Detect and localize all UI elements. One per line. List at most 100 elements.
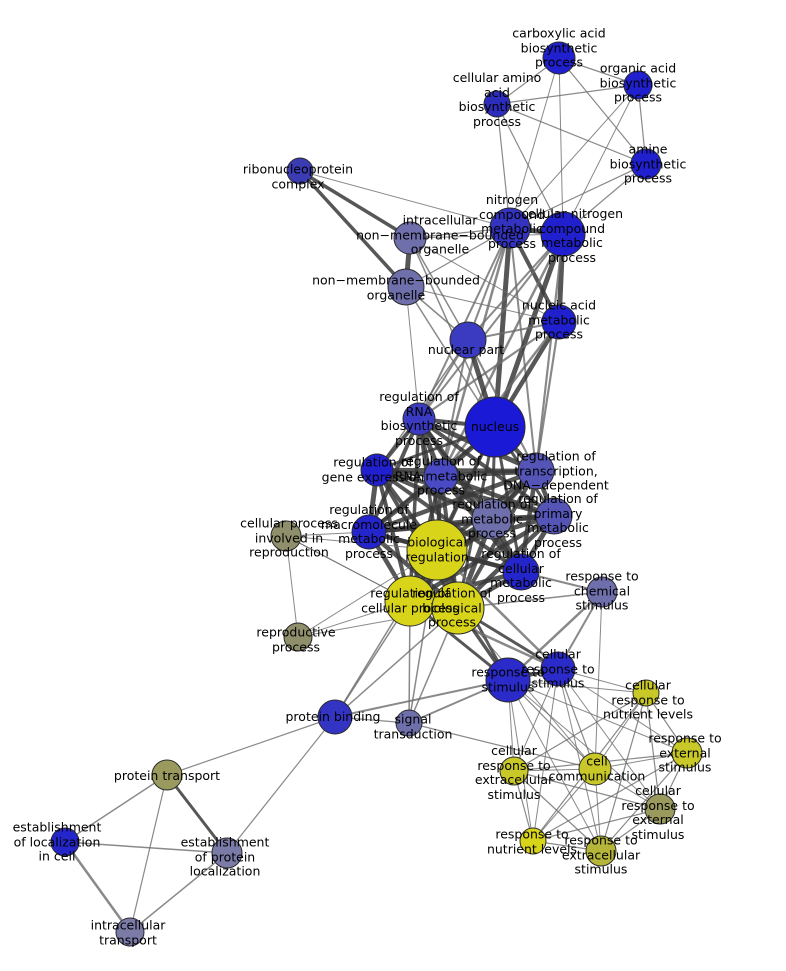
graph-node[interactable] (50, 827, 80, 857)
edge (334, 679, 509, 718)
edge (334, 607, 459, 718)
graph-node[interactable] (351, 514, 387, 550)
edge (418, 321, 560, 420)
edge (513, 668, 559, 772)
edge (376, 468, 555, 518)
graph-node[interactable] (535, 497, 573, 535)
graph-node[interactable] (402, 402, 436, 436)
graph-node[interactable] (485, 657, 531, 703)
edge (405, 286, 560, 323)
graph-node[interactable] (540, 211, 586, 257)
edge (557, 668, 661, 810)
edge (558, 57, 647, 165)
graph-node[interactable] (671, 737, 703, 769)
edge (405, 286, 420, 420)
edge (509, 57, 560, 229)
graph-node[interactable] (286, 157, 314, 185)
graph-node[interactable] (483, 90, 511, 118)
graph-node[interactable] (542, 41, 576, 75)
edge (532, 668, 559, 842)
edge (507, 679, 688, 754)
edge (562, 84, 639, 235)
edge (409, 233, 564, 239)
graph-node[interactable] (115, 917, 145, 947)
edge (129, 774, 168, 933)
graph-node[interactable] (283, 622, 313, 652)
graph-node[interactable] (387, 268, 425, 306)
edge (645, 692, 661, 810)
graph-node[interactable] (471, 498, 513, 540)
edge (532, 752, 688, 842)
graph-node[interactable] (519, 827, 547, 855)
edge (557, 668, 602, 852)
graph-node[interactable] (517, 452, 555, 490)
edge (532, 808, 661, 842)
graph-node[interactable] (431, 581, 485, 635)
edge (509, 163, 647, 229)
graph-node[interactable] (406, 519, 468, 581)
graph-node[interactable] (540, 651, 576, 687)
edge (513, 770, 602, 852)
graph-node[interactable] (623, 70, 653, 100)
edge (409, 237, 469, 341)
edge (298, 169, 408, 289)
graph-node[interactable] (393, 221, 427, 255)
edge (513, 692, 647, 772)
graph-node[interactable] (632, 679, 660, 707)
graph-node[interactable] (644, 793, 676, 825)
edge (600, 692, 647, 852)
edge-group (63, 57, 688, 933)
graph-node[interactable] (423, 458, 459, 494)
graph-node[interactable] (585, 835, 617, 867)
edge (467, 233, 564, 341)
edge (409, 237, 560, 323)
edge (496, 103, 564, 235)
edge (299, 170, 511, 229)
edge (600, 752, 688, 852)
edge (408, 722, 596, 770)
graph-node[interactable] (151, 759, 183, 791)
graph-node[interactable] (630, 148, 662, 180)
edge (507, 679, 661, 810)
graph-node[interactable] (586, 576, 618, 608)
edge (64, 841, 228, 854)
node-group (50, 41, 703, 947)
edge (496, 84, 639, 105)
edge (165, 774, 229, 854)
graph-node[interactable] (541, 304, 577, 340)
edge (408, 514, 556, 603)
graph-node[interactable] (502, 553, 540, 591)
edge (496, 103, 647, 165)
edge (509, 84, 639, 229)
edge (226, 716, 336, 854)
edge (507, 679, 602, 852)
edge (376, 467, 493, 522)
graph-node[interactable] (270, 520, 302, 552)
edge (375, 468, 523, 574)
edge (534, 233, 565, 472)
edge (513, 770, 661, 810)
graph-node[interactable] (360, 453, 394, 487)
edge (492, 233, 566, 428)
edge (507, 679, 647, 694)
edge (492, 227, 513, 428)
graph-node[interactable] (578, 752, 612, 786)
edge (129, 852, 228, 933)
edge (534, 321, 561, 472)
edge (285, 535, 299, 638)
edge (558, 57, 564, 235)
graph-node[interactable] (384, 575, 436, 627)
graph-node[interactable] (395, 709, 423, 737)
graph-node[interactable] (464, 396, 526, 458)
graph-node[interactable] (499, 756, 529, 786)
edge (64, 774, 168, 843)
graph-node[interactable] (317, 699, 353, 735)
edge (299, 169, 411, 240)
graph-node[interactable] (211, 837, 243, 869)
edge (557, 668, 688, 754)
edge (418, 233, 564, 420)
graph-node[interactable] (489, 207, 531, 249)
graph-node[interactable] (449, 321, 487, 359)
edge (496, 103, 511, 229)
